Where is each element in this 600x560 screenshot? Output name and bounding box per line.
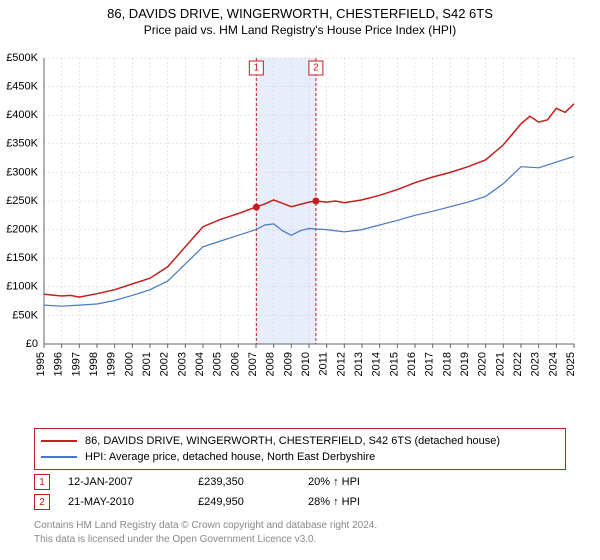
svg-text:2: 2 xyxy=(313,63,319,74)
marker-pct: 28% ↑ HPI xyxy=(308,496,398,508)
legend-label: 86, DAVIDS DRIVE, WINGERWORTH, CHESTERFI… xyxy=(85,435,500,447)
marker-price: £239,350 xyxy=(198,476,308,488)
svg-text:2007: 2007 xyxy=(247,352,259,376)
svg-text:£100K: £100K xyxy=(6,281,38,293)
legend: 86, DAVIDS DRIVE, WINGERWORTH, CHESTERFI… xyxy=(34,428,566,470)
legend-item: 86, DAVIDS DRIVE, WINGERWORTH, CHESTERFI… xyxy=(41,433,559,449)
svg-text:2021: 2021 xyxy=(494,352,506,376)
marker-date: 12-JAN-2007 xyxy=(68,476,198,488)
svg-text:£500K: £500K xyxy=(6,52,38,64)
marker-date: 21-MAY-2010 xyxy=(68,496,198,508)
svg-text:£300K: £300K xyxy=(6,166,38,178)
svg-text:2010: 2010 xyxy=(300,352,312,376)
page-title: 86, DAVIDS DRIVE, WINGERWORTH, CHESTERFI… xyxy=(0,6,600,23)
svg-text:1997: 1997 xyxy=(70,352,82,376)
svg-text:2011: 2011 xyxy=(318,352,330,376)
svg-text:2018: 2018 xyxy=(441,352,453,376)
svg-text:2019: 2019 xyxy=(459,352,471,376)
legend-item: HPI: Average price, detached house, Nort… xyxy=(41,449,559,465)
footnote: Contains HM Land Registry data © Crown c… xyxy=(34,520,377,531)
svg-text:£350K: £350K xyxy=(6,138,38,150)
svg-text:2024: 2024 xyxy=(547,352,559,376)
svg-text:2000: 2000 xyxy=(123,352,135,376)
marker-price: £249,950 xyxy=(198,496,308,508)
svg-text:2023: 2023 xyxy=(530,352,542,376)
svg-text:2025: 2025 xyxy=(565,352,577,376)
sale-marker-row: 2 21-MAY-2010 £249,950 28% ↑ HPI xyxy=(34,492,566,512)
svg-text:2005: 2005 xyxy=(212,352,224,376)
svg-text:2006: 2006 xyxy=(229,352,241,376)
svg-text:2016: 2016 xyxy=(406,352,418,376)
svg-text:2004: 2004 xyxy=(194,352,206,376)
svg-text:2014: 2014 xyxy=(371,352,383,376)
legend-label: HPI: Average price, detached house, Nort… xyxy=(85,451,375,463)
sale-markers-table: 1 12-JAN-2007 £239,350 20% ↑ HPI 2 21-MA… xyxy=(34,472,566,512)
legend-swatch xyxy=(41,456,77,458)
svg-text:2003: 2003 xyxy=(176,352,188,376)
svg-text:2009: 2009 xyxy=(282,352,294,376)
marker-pct: 20% ↑ HPI xyxy=(308,476,398,488)
svg-text:£400K: £400K xyxy=(6,109,38,121)
svg-text:2008: 2008 xyxy=(265,352,277,376)
marker-badge: 1 xyxy=(34,474,50,490)
legend-swatch xyxy=(41,440,77,442)
svg-text:2017: 2017 xyxy=(424,352,436,376)
svg-text:2001: 2001 xyxy=(141,352,153,376)
page-subtitle: Price paid vs. HM Land Registry's House … xyxy=(0,23,600,39)
svg-text:1996: 1996 xyxy=(53,352,65,376)
svg-text:1995: 1995 xyxy=(35,352,47,376)
footnote: This data is licensed under the Open Gov… xyxy=(34,534,316,545)
svg-text:1999: 1999 xyxy=(106,352,118,376)
svg-text:2015: 2015 xyxy=(388,352,400,376)
marker-badge: 2 xyxy=(34,494,50,510)
svg-text:1: 1 xyxy=(254,63,260,74)
svg-text:1998: 1998 xyxy=(88,352,100,376)
svg-text:£250K: £250K xyxy=(6,195,38,207)
svg-text:2002: 2002 xyxy=(159,352,171,376)
svg-text:£200K: £200K xyxy=(6,224,38,236)
svg-text:2020: 2020 xyxy=(477,352,489,376)
svg-text:2022: 2022 xyxy=(512,352,524,376)
svg-text:2012: 2012 xyxy=(335,352,347,376)
svg-text:£0: £0 xyxy=(26,338,38,350)
svg-text:2013: 2013 xyxy=(353,352,365,376)
price-chart: £0£50K£100K£150K£200K£250K£300K£350K£400… xyxy=(44,48,584,388)
svg-text:£50K: £50K xyxy=(12,309,38,321)
svg-text:£150K: £150K xyxy=(6,252,38,264)
svg-text:£450K: £450K xyxy=(6,81,38,93)
sale-marker-row: 1 12-JAN-2007 £239,350 20% ↑ HPI xyxy=(34,472,566,492)
